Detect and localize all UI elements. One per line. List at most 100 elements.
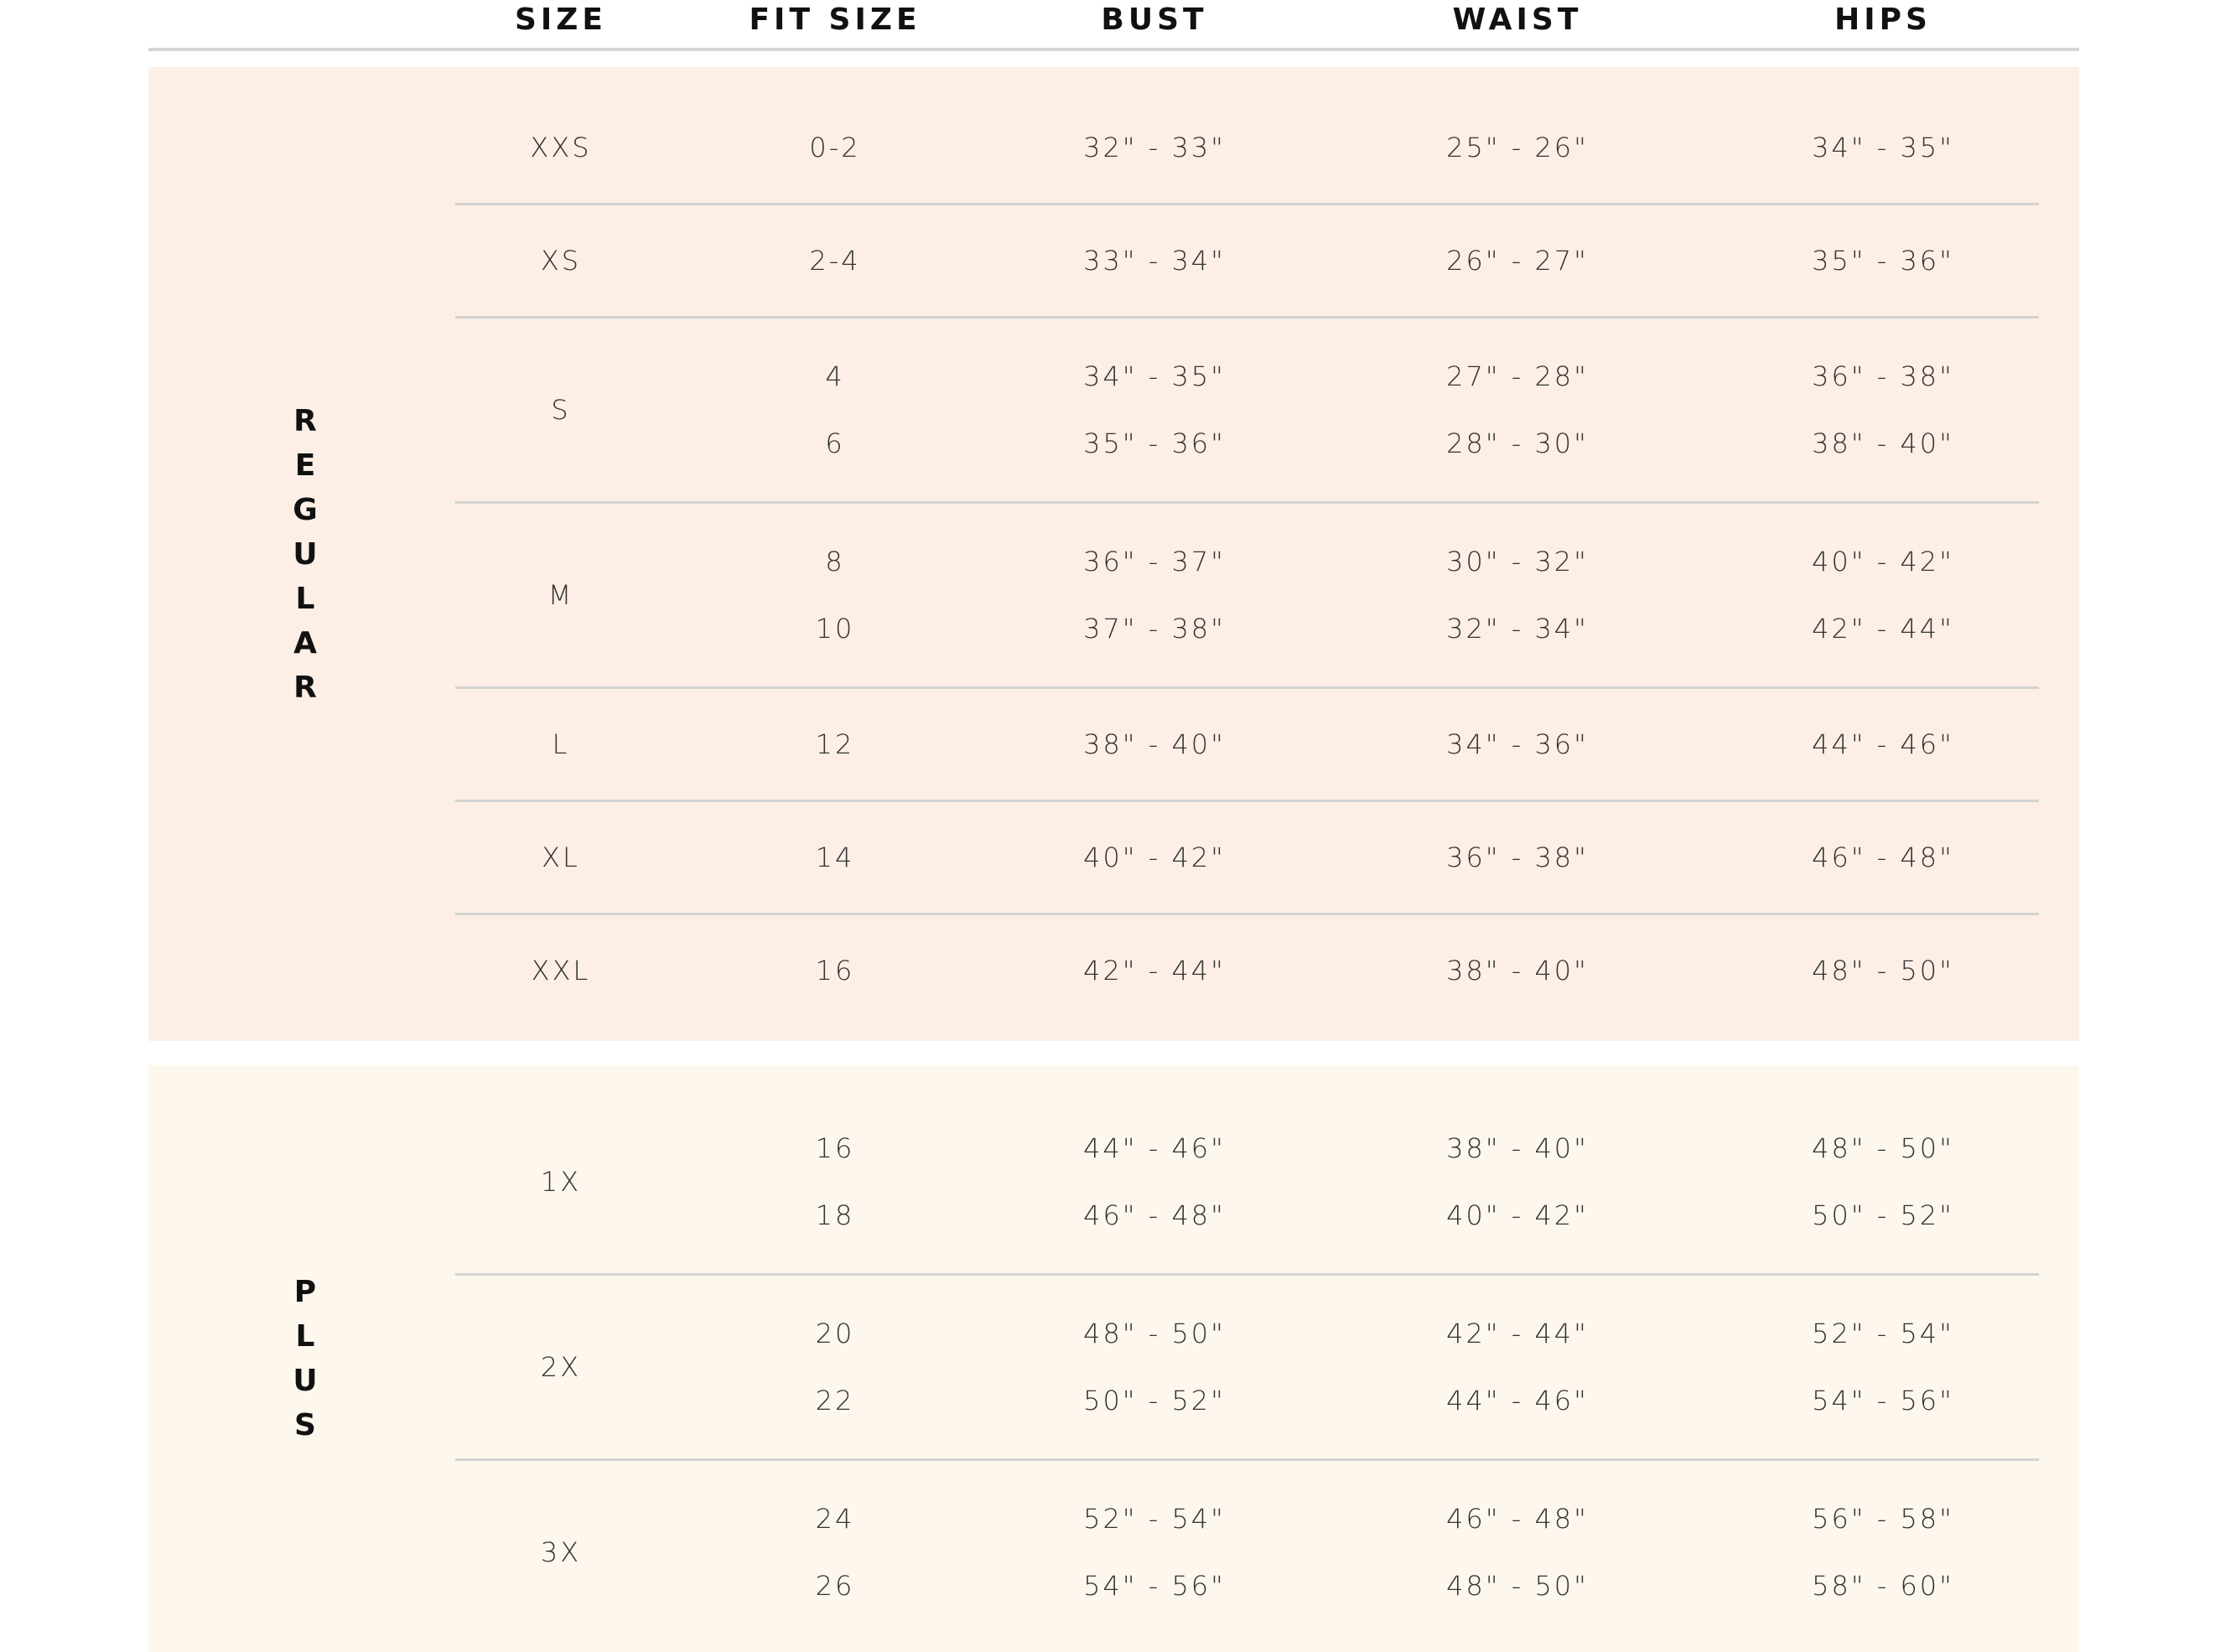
table-row: M 8 36" - 37" 30" - 32" 40" - 42" 10 37" - 38"… [455,501,2039,686]
hips-cell: 42" - 44" [1812,613,1954,645]
column-header: HIPS [1834,3,1932,37]
size-cell: XS [540,245,582,277]
fit-row: 14 40" - 42" 36" - 38" 46" - 48" [455,824,2039,891]
fit-rows: 12 38" - 40" 34" - 36" 44" - 46" [455,689,2039,800]
size-cell: XXL [531,955,591,987]
table-row: XXL 16 42" - 44" 38" - 40" 48" - 50" [455,913,2039,1026]
bust-cell: 44" - 46" [1083,1132,1226,1164]
group-regular: REGULAR XXS 0-2 32" - 33" 25" - 26" 34" - 35… [148,67,2079,1041]
fit-cell: 24 [815,1503,855,1535]
hips-cell: 48" - 50" [1812,955,1954,987]
bust-cell: 42" - 44" [1083,955,1226,987]
table-header: SIZE FIT SIZE BUST WAIST HIPS [148,0,2079,51]
waist-cell: 26" - 27" [1446,245,1589,277]
fit-row: 4 34" - 35" 27" - 28" 36" - 38" [455,343,2039,410]
waist-cell: 36" - 38" [1446,842,1589,873]
fit-rows: 16 44" - 46" 38" - 40" 48" - 50" 18 46" - 48"… [455,1090,2039,1273]
hips-cell: 48" - 50" [1812,1132,1954,1164]
bust-cell: 40" - 42" [1083,842,1226,873]
bust-cell: 36" - 37" [1083,546,1226,577]
waist-cell: 25" - 26" [1446,132,1589,163]
bust-cell: 32" - 33" [1083,132,1226,163]
table-row: L 12 38" - 40" 34" - 36" 44" - 46" [455,686,2039,800]
waist-cell: 38" - 40" [1446,1132,1589,1164]
size-cell: M [547,579,574,611]
fit-cell: 18 [815,1199,855,1231]
fit-row: 8 36" - 37" 30" - 32" 40" - 42" [455,528,2039,595]
bust-cell: 50" - 52" [1083,1385,1226,1416]
column-header: BUST [1101,3,1208,37]
table-row: S 4 34" - 35" 27" - 28" 36" - 38" 6 35" - 36" 2… [455,316,2039,501]
fit-cell: 14 [815,842,855,873]
fit-rows: 14 40" - 42" 36" - 38" 46" - 48" [455,802,2039,913]
fit-row: 2-4 33" - 34" 26" - 27" 35" - 36" [455,227,2039,294]
fit-rows: 24 52" - 54" 46" - 48" 56" - 58" 26 54" - 56"… [455,1461,2039,1644]
column-header: FIT SIZE [749,3,921,37]
fit-row: 0-2 32" - 33" 25" - 26" 34" - 35" [455,114,2039,181]
fit-row: 10 37" - 38" 32" - 34" 42" - 44" [455,595,2039,662]
waist-cell: 44" - 46" [1446,1385,1589,1416]
fit-cell: 16 [815,955,855,987]
waist-cell: 28" - 30" [1446,427,1589,459]
table-row: 1X 16 44" - 46" 38" - 40" 48" - 50" 18 46" - 4… [455,1090,2039,1273]
waist-cell: 30" - 32" [1446,546,1589,577]
hips-cell: 40" - 42" [1812,546,1954,577]
fit-row: 20 48" - 50" 42" - 44" 52" - 54" [455,1300,2039,1367]
waist-cell: 48" - 50" [1446,1570,1589,1602]
size-cell: 2X [540,1351,582,1383]
fit-row: 26 54" - 56" 48" - 50" 58" - 60" [455,1552,2039,1619]
bust-cell: 38" - 40" [1083,728,1226,760]
hips-cell: 54" - 56" [1812,1385,1954,1416]
group-label-text: PLUS [293,1275,318,1442]
hips-cell: 50" - 52" [1812,1199,1954,1231]
size-cell: L [552,728,570,760]
bust-cell: 54" - 56" [1083,1570,1226,1602]
table-row: 2X 20 48" - 50" 42" - 44" 52" - 54" 22 50" - 5… [455,1273,2039,1458]
table-row: XXS 0-2 32" - 33" 25" - 26" 34" - 35" [455,92,2039,203]
waist-cell: 27" - 28" [1446,360,1589,392]
fit-cell: 2-4 [809,245,861,277]
bust-cell: 34" - 35" [1083,360,1226,392]
hips-cell: 58" - 60" [1812,1570,1954,1602]
bust-cell: 33" - 34" [1083,245,1226,277]
hips-cell: 44" - 46" [1812,728,1954,760]
fit-rows: 2-4 33" - 34" 26" - 27" 35" - 36" [455,205,2039,316]
fit-cell: 10 [815,613,855,645]
size-cell: XXS [530,132,592,163]
fit-cell: 8 [825,546,845,577]
waist-cell: 40" - 42" [1446,1199,1589,1231]
bust-cell: 48" - 50" [1083,1318,1226,1349]
fit-row: 12 38" - 40" 34" - 36" 44" - 46" [455,711,2039,778]
fit-row: 18 46" - 48" 40" - 42" 50" - 52" [455,1182,2039,1249]
fit-row: 16 44" - 46" 38" - 40" 48" - 50" [455,1115,2039,1182]
fit-cell: 12 [815,728,855,760]
fit-cell: 26 [815,1570,855,1602]
waist-cell: 34" - 36" [1446,728,1589,760]
hips-cell: 46" - 48" [1812,842,1954,873]
waist-cell: 46" - 48" [1446,1503,1589,1535]
hips-cell: 34" - 35" [1812,132,1954,163]
waist-cell: 32" - 34" [1446,613,1589,645]
group-label-text: REGULAR [293,403,318,705]
fit-rows: 4 34" - 35" 27" - 28" 36" - 38" 6 35" - 36" 28… [455,318,2039,501]
waist-cell: 42" - 44" [1446,1318,1589,1349]
table-row: XS 2-4 33" - 34" 26" - 27" 35" - 36" [455,203,2039,316]
fit-row: 16 42" - 44" 38" - 40" 48" - 50" [455,937,2039,1004]
table-row: 3X 24 52" - 54" 46" - 48" 56" - 58" 26 54" - 5… [455,1458,2039,1644]
fit-row: 6 35" - 36" 28" - 30" 38" - 40" [455,410,2039,477]
hips-cell: 56" - 58" [1812,1503,1954,1535]
fit-rows: 0-2 32" - 33" 25" - 26" 34" - 35" [455,92,2039,203]
fit-rows: 16 42" - 44" 38" - 40" 48" - 50" [455,915,2039,1026]
size-cell: S [551,394,571,426]
fit-rows: 20 48" - 50" 42" - 44" 52" - 54" 22 50" - 52"… [455,1276,2039,1458]
hips-cell: 35" - 36" [1812,245,1954,277]
hips-cell: 52" - 54" [1812,1318,1954,1349]
fit-cell: 6 [825,427,845,459]
group-plus: PLUS 1X 16 44" - 46" 38" - 40" 48" - 50" 18 46… [148,1065,2079,1652]
size-cell: 1X [540,1166,582,1198]
fit-cell: 4 [825,360,845,392]
bust-cell: 35" - 36" [1083,427,1226,459]
bust-cell: 37" - 38" [1083,613,1226,645]
size-cell: XL [542,842,580,873]
column-header: WAIST [1452,3,1583,37]
